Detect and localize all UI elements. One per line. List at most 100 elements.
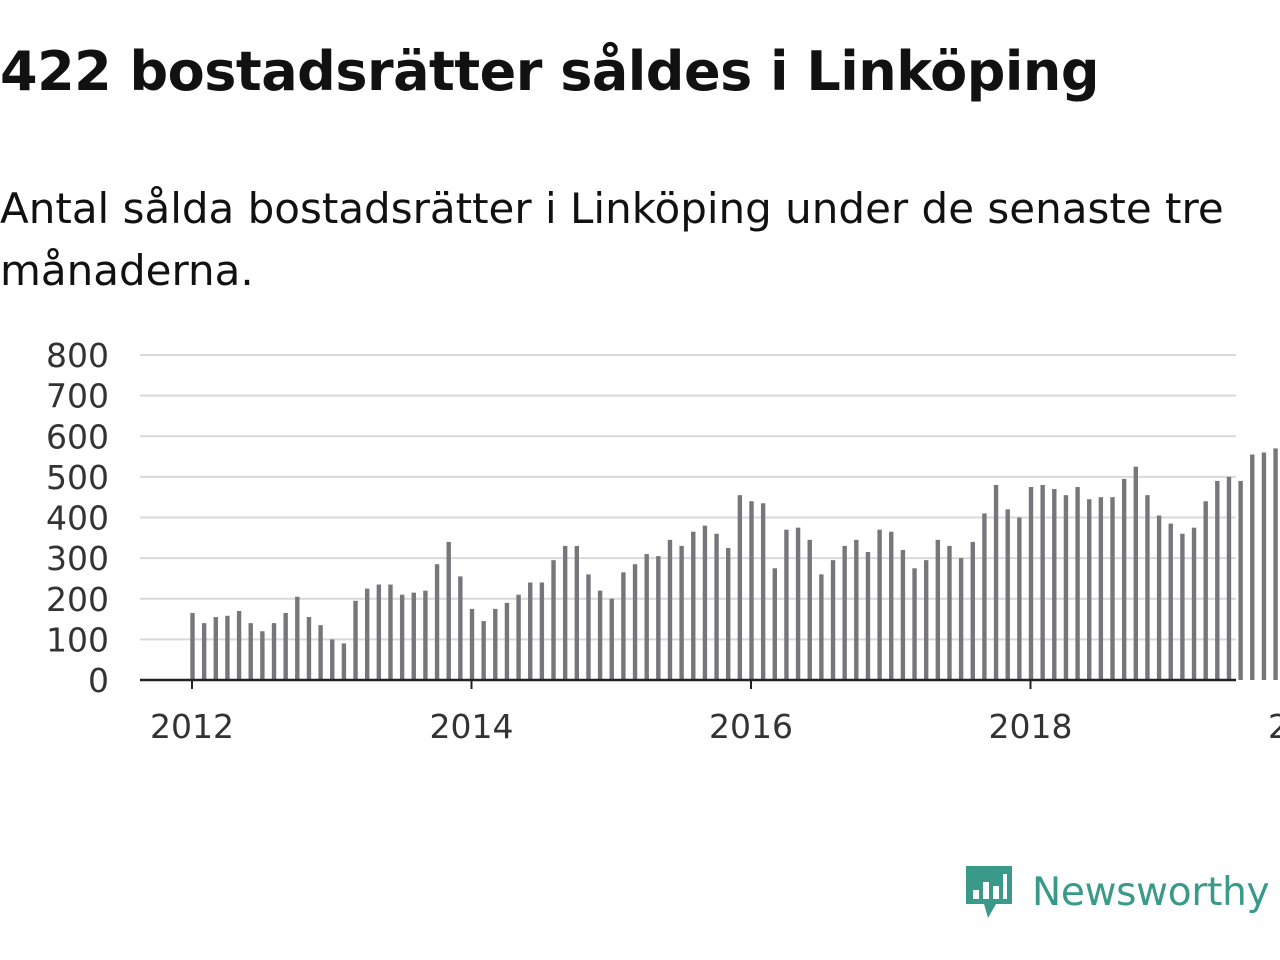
bar bbox=[772, 568, 777, 680]
bar bbox=[737, 495, 743, 680]
bar bbox=[830, 560, 836, 680]
y-tick-label-0: 0 bbox=[88, 661, 109, 700]
bar bbox=[958, 558, 964, 681]
chart-title: 422 bostadsrätter såldes i Linköping bbox=[0, 40, 1100, 103]
bar bbox=[970, 541, 975, 681]
bar bbox=[632, 564, 638, 680]
bar bbox=[1180, 533, 1185, 680]
bar bbox=[586, 574, 591, 681]
bar bbox=[1110, 497, 1115, 680]
bar bbox=[644, 554, 649, 680]
subtitle-line-2: månaderna. bbox=[0, 246, 254, 295]
bar bbox=[528, 582, 533, 680]
bar bbox=[679, 545, 684, 680]
bar bbox=[1156, 515, 1162, 680]
bar bbox=[260, 631, 265, 680]
y-tick-label-800: 800 bbox=[46, 336, 109, 375]
y-tick-label-700: 700 bbox=[46, 377, 109, 416]
bar bbox=[1250, 454, 1255, 680]
bar bbox=[993, 485, 999, 680]
bar bbox=[982, 513, 987, 680]
bar bbox=[364, 588, 370, 680]
bar bbox=[271, 623, 277, 681]
bar bbox=[225, 615, 230, 680]
axes bbox=[140, 678, 1236, 689]
gridlines bbox=[140, 354, 1236, 641]
bar bbox=[446, 541, 451, 681]
bar bbox=[691, 531, 696, 680]
bar bbox=[1238, 480, 1243, 680]
y-tick-label-500: 500 bbox=[46, 458, 109, 497]
bar bbox=[551, 560, 556, 680]
bar bbox=[760, 503, 766, 680]
bar bbox=[1040, 485, 1045, 680]
bar bbox=[935, 539, 941, 680]
bar bbox=[493, 608, 498, 680]
bar bbox=[854, 539, 859, 680]
bar bbox=[248, 623, 253, 681]
bar bbox=[539, 582, 545, 680]
bar bbox=[1168, 523, 1173, 680]
bar bbox=[726, 547, 731, 680]
bar bbox=[807, 539, 812, 680]
chart-subtitle: Antal sålda bostadsrätter i Linköping un… bbox=[0, 178, 1280, 302]
bar bbox=[434, 564, 440, 680]
bar bbox=[562, 545, 568, 680]
bar bbox=[295, 596, 300, 680]
x-tick-label-2018: 2018 bbox=[989, 707, 1073, 746]
bar bbox=[667, 539, 673, 680]
bar bbox=[353, 600, 358, 680]
brand-name: Newsworthy bbox=[1032, 869, 1270, 915]
bar bbox=[516, 594, 521, 680]
bar bbox=[458, 576, 463, 680]
brand-logo: Newsworthy bbox=[962, 862, 1270, 922]
bar bbox=[1052, 489, 1057, 680]
bar bbox=[597, 590, 603, 681]
bar bbox=[795, 527, 801, 680]
bar bbox=[1226, 476, 1232, 681]
bar bbox=[190, 612, 195, 680]
bar bbox=[1261, 452, 1267, 680]
bar bbox=[621, 572, 626, 680]
bar bbox=[504, 602, 510, 680]
bar bbox=[1133, 466, 1139, 680]
bar bbox=[1121, 478, 1127, 680]
bar bbox=[213, 617, 218, 680]
y-tick-label-400: 400 bbox=[46, 499, 109, 538]
bar bbox=[1017, 517, 1022, 680]
bar bbox=[912, 568, 917, 680]
bar bbox=[900, 550, 906, 680]
bar bbox=[702, 525, 708, 681]
bar bbox=[1191, 527, 1197, 680]
bar bbox=[609, 598, 614, 680]
bar bbox=[423, 590, 428, 681]
bars bbox=[190, 448, 1278, 681]
bar bbox=[1145, 495, 1150, 680]
bar bbox=[306, 617, 312, 680]
bar bbox=[865, 552, 871, 680]
bar bbox=[411, 592, 416, 680]
bar bbox=[1063, 495, 1069, 680]
bar bbox=[889, 531, 894, 680]
bar bbox=[819, 574, 824, 681]
bar bbox=[1273, 448, 1278, 680]
x-tick-label-2012: 2012 bbox=[150, 707, 234, 746]
bar bbox=[1087, 499, 1092, 680]
bar bbox=[1098, 497, 1104, 680]
bar bbox=[842, 545, 847, 680]
bar bbox=[947, 545, 952, 680]
x-tick-label-2014: 2014 bbox=[430, 707, 514, 746]
bar bbox=[283, 612, 288, 680]
bar bbox=[236, 610, 242, 680]
bar bbox=[784, 529, 789, 680]
subtitle-line-1: Antal sålda bostadsrätter i Linköping un… bbox=[0, 184, 1224, 233]
y-tick-label-100: 100 bbox=[46, 620, 109, 659]
bar bbox=[656, 556, 661, 680]
bar bbox=[481, 621, 486, 680]
bar bbox=[877, 529, 882, 680]
bar bbox=[376, 584, 382, 680]
y-tick-label-300: 300 bbox=[46, 539, 109, 578]
bar bbox=[1215, 480, 1220, 680]
